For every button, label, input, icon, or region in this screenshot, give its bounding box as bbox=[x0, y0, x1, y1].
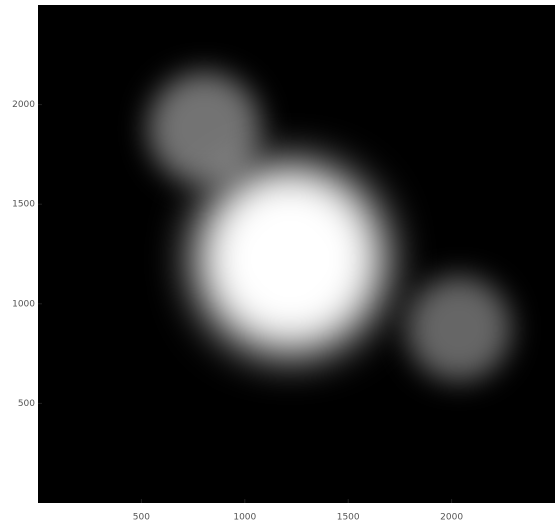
y-tick-label: 1000 bbox=[12, 299, 35, 309]
x-tick-label: 1500 bbox=[337, 513, 360, 523]
density-peak bbox=[148, 72, 261, 185]
x-tick-label: 2000 bbox=[440, 513, 463, 523]
y-tick-label: 1500 bbox=[12, 200, 35, 210]
density-peak bbox=[406, 276, 511, 381]
y-tick-label: 500 bbox=[18, 399, 35, 409]
x-tick-label: 500 bbox=[133, 513, 150, 523]
density-layer bbox=[148, 72, 511, 381]
y-tick-label: 2000 bbox=[12, 100, 35, 110]
density-peak bbox=[195, 163, 386, 354]
x-tick-label: 1000 bbox=[233, 513, 256, 523]
